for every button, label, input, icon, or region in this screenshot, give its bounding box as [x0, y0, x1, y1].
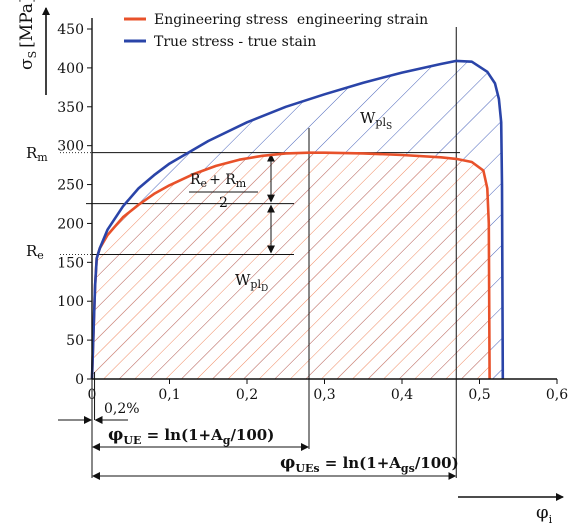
- y-tick-label: 450: [57, 22, 84, 38]
- x-tick-label: 0: [88, 387, 97, 403]
- y-tick-label: 350: [57, 100, 84, 116]
- eng-area-hatch: [92, 152, 490, 379]
- y-tick-label: 100: [57, 294, 84, 310]
- y-tick-label: 150: [57, 255, 84, 271]
- phi-ues-formula: φUEs = ln(1+Ags/100): [280, 453, 459, 475]
- svg-text:σS[MPa]: σS [MPa]: [17, 0, 39, 70]
- re-label: Re: [26, 242, 44, 262]
- x-axis-label-sub: i: [549, 513, 553, 525]
- x-tick-label: 0,2: [236, 387, 258, 403]
- hatch-areas: [92, 60, 503, 380]
- reference-lines: [58, 27, 460, 480]
- x-axis-label: φi: [536, 502, 553, 525]
- wpls-label: WplS: [360, 109, 392, 132]
- mean-formula-denominator: 2: [219, 195, 228, 211]
- true-curve: [90, 59, 505, 380]
- y-tick-label: 50: [66, 333, 84, 349]
- legend-label-true: True stress - true stain: [154, 34, 316, 50]
- mean-formula: Re + Rm 2: [189, 172, 258, 211]
- x-tick-label: 0,1: [158, 387, 180, 403]
- legend-label-engineering: Engineering stress engineering strain: [154, 12, 428, 28]
- y-tick-label: 250: [57, 178, 84, 194]
- x-tick-label: 0,3: [313, 387, 335, 403]
- x-tick-label: 0,5: [468, 387, 490, 403]
- legend: Engineering stress engineering strain Tr…: [124, 12, 428, 50]
- y-tick-label: 300: [57, 139, 84, 155]
- rm-label: Rm: [26, 144, 48, 164]
- tick-labels: 0 0,1 0,2 0,3 0,4 0,5 0,6 0 50 100 150 200 250 300 350…: [57, 22, 568, 403]
- y-tick-label: 200: [57, 216, 84, 232]
- offset-label: 0,2%: [104, 401, 140, 417]
- x-tick-label: 0,6: [546, 387, 568, 403]
- y-axis-label-unit: [MPa]: [17, 0, 37, 48]
- y-tick-label: 400: [57, 61, 84, 77]
- y-tick-label: 0: [75, 372, 84, 388]
- series-layer: [90, 59, 505, 380]
- wpld-label: WplD: [235, 271, 268, 294]
- y-axis-label: σS [MPa]: [17, 0, 39, 70]
- y-axis-label-symbol: σ: [17, 58, 37, 70]
- x-tick-label: 0,4: [391, 387, 413, 403]
- mean-formula-numerator: Re + Rm: [190, 172, 247, 190]
- y-axis-label-sub: S: [26, 51, 39, 59]
- x-axis-label-symbol: φ: [536, 502, 549, 523]
- phi-ue-formula: φUE = ln(1+Ag/100): [108, 425, 274, 447]
